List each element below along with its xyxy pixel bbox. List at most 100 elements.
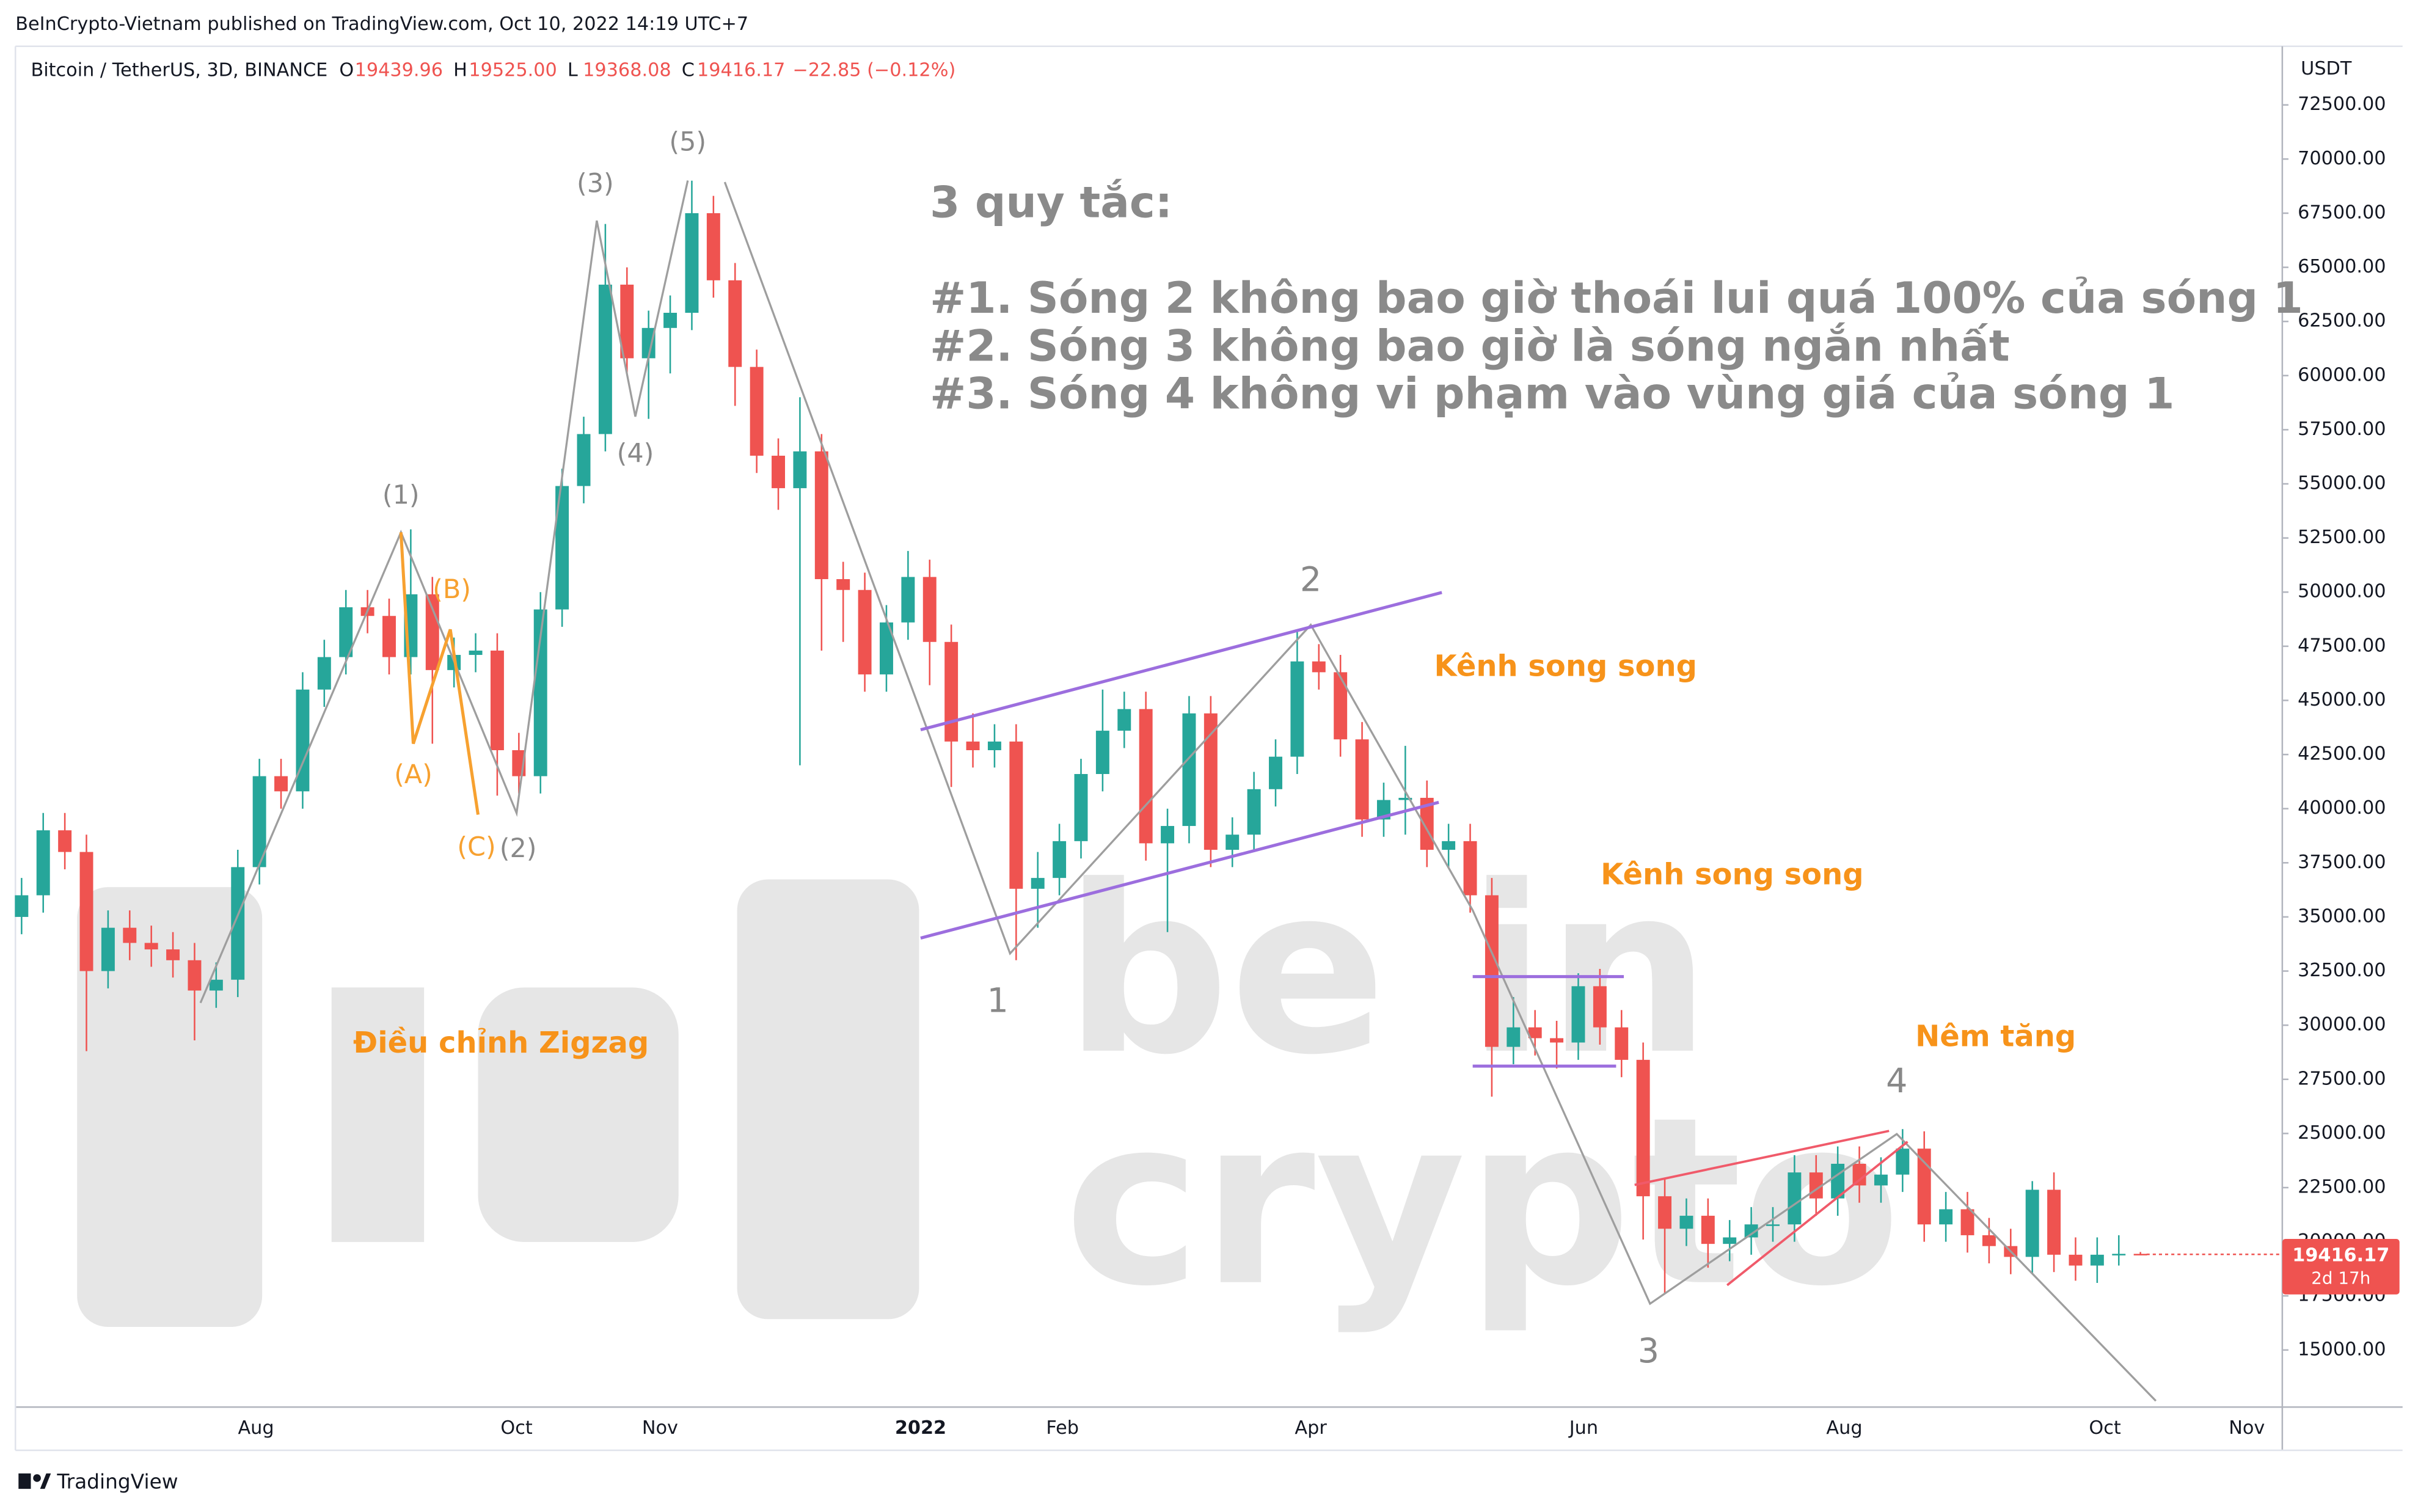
ohlc-legend: O 19439.96 H 19525.00 L 19368.08 C 19416.17 −22.… (339, 60, 955, 81)
candle-body (1766, 1224, 1780, 1226)
wedge-line (1634, 1130, 1890, 1186)
x-tick-label: Nov (2229, 1417, 2265, 1439)
candle-body (1247, 789, 1261, 835)
logo-brace (737, 879, 919, 1320)
candle-body (1269, 756, 1282, 789)
label: Kênh song song (1434, 649, 1697, 684)
candle-body (1528, 1027, 1542, 1039)
candle-body (209, 979, 223, 991)
candle-body (1507, 1027, 1521, 1047)
candle-body (252, 776, 266, 867)
rule: #1. Sóng 2 không bao giờ thoái lui quá 1… (930, 272, 2303, 323)
y-tick-label: 45000.00 (2298, 689, 2386, 710)
candle-body (296, 689, 310, 792)
candle-body (793, 451, 807, 489)
drawings (199, 180, 2157, 1402)
candle-body (1701, 1216, 1715, 1244)
legend-value: 19368.08 (583, 60, 671, 81)
y-tick-label: 70000.00 (2298, 148, 2386, 169)
label: Kênh song song (1601, 857, 1863, 891)
candle-body (1960, 1209, 1974, 1235)
label: Điều chỉnh Zigzag (353, 1026, 649, 1060)
wave-label: (4) (617, 439, 654, 469)
x-tick-label: 2022 (895, 1417, 946, 1439)
watermark: be in crypto (77, 836, 1901, 1337)
candle-body (317, 657, 331, 690)
candle-body (728, 280, 742, 367)
y-tick-label: 30000.00 (2298, 1014, 2386, 1035)
zigzag-line (399, 532, 480, 815)
candle-body (1636, 1059, 1650, 1197)
candle-body (382, 616, 396, 657)
y-tick-label: 37500.00 (2298, 852, 2386, 873)
candle-body (1204, 713, 1218, 850)
footer-brand: TradingView (56, 1470, 178, 1494)
rule: #2. Sóng 3 không bao giờ là sóng ngắn nh… (930, 320, 2010, 371)
candle-body (598, 284, 612, 434)
candle-body (2069, 1254, 2083, 1266)
y-tick-label: 27500.00 (2298, 1068, 2386, 1089)
channel-line (920, 800, 1439, 940)
wave-label: (A) (394, 759, 433, 790)
candle-body (577, 434, 591, 486)
x-tick-label: Nov (642, 1417, 678, 1439)
candle-body (2133, 1254, 2147, 1255)
candle-body (1312, 661, 1326, 673)
y-tick-label: 15000.00 (2298, 1339, 2386, 1360)
candle-body (1658, 1196, 1672, 1229)
y-tick-label: 72500.00 (2298, 93, 2386, 115)
candle-body (1723, 1237, 1737, 1244)
y-tick-label: 62500.00 (2298, 310, 2386, 332)
candle-body (641, 327, 656, 359)
wave-line (199, 180, 689, 1004)
legend-value: 19416.17 (697, 60, 785, 81)
tv-logo (33, 1474, 41, 1482)
candle-body (966, 741, 980, 750)
candle-body (36, 830, 50, 896)
legend-key: L (568, 60, 578, 81)
candle-body (1917, 1149, 1931, 1225)
candle-body (1442, 841, 1456, 850)
candle-body (1679, 1216, 1693, 1229)
candle-body (1571, 986, 1585, 1043)
x-tick-label: Apr (1295, 1417, 1327, 1439)
y-tick-label: 40000.00 (2298, 797, 2386, 819)
y-tick-label: 42500.00 (2298, 743, 2386, 765)
candle-body (1182, 713, 1196, 827)
candle-body (469, 650, 483, 656)
candle-body (1334, 672, 1348, 740)
logo-n (478, 987, 679, 1243)
x-tick-label: Aug (238, 1417, 274, 1439)
y-tick-label: 35000.00 (2298, 905, 2386, 927)
y-tick-label: 57500.00 (2298, 418, 2386, 440)
watermark-text: be in (1064, 836, 1711, 1106)
candle-body (231, 867, 245, 980)
y-tick-label: 55000.00 (2298, 473, 2386, 494)
candle-body (901, 577, 915, 623)
candle-body (1615, 1027, 1629, 1060)
countdown: 2d 17h (2311, 1268, 2370, 1288)
candle-body (858, 590, 872, 674)
candle-body (1485, 895, 1499, 1047)
tv-logo (40, 1473, 51, 1489)
candle-body (1009, 741, 1023, 889)
candle-body (1852, 1163, 1866, 1186)
wave-label: 4 (1886, 1061, 1907, 1101)
wave-label: (C) (457, 832, 495, 863)
wedge-line (1726, 1141, 1908, 1287)
candle-body (1788, 1172, 1802, 1225)
wave-line (723, 181, 2157, 1402)
y-tick-label: 67500.00 (2298, 202, 2386, 223)
candle-body (814, 451, 828, 579)
published: BeInCrypto-Vietnam published on TradingV… (15, 13, 748, 35)
candle-body (1593, 986, 1607, 1028)
candle-body (750, 367, 764, 456)
currency: USDT (2301, 58, 2352, 79)
channel-line (920, 591, 1442, 732)
logo-i (331, 987, 425, 1243)
price-tag-box (2282, 1238, 2400, 1295)
candle-body (987, 741, 1001, 750)
candle-body (706, 213, 720, 280)
candle-body (123, 927, 137, 943)
